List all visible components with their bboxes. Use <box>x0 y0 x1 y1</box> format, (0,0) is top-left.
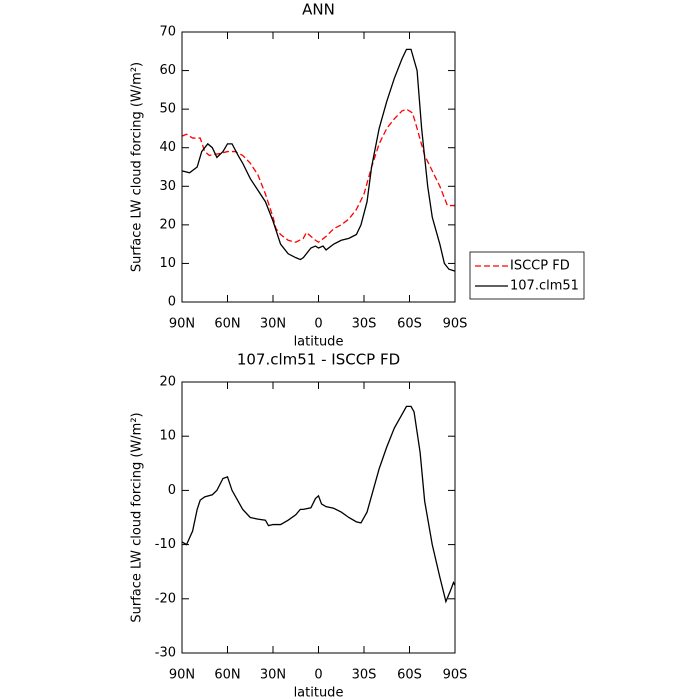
y-tick-label: 0 <box>168 483 176 498</box>
x-tick-label: 60S <box>397 668 422 683</box>
y-tick-label: 60 <box>159 63 176 78</box>
x-tick-label: 90N <box>169 317 195 332</box>
y-tick-label: 10 <box>159 256 176 271</box>
legend-box <box>469 251 585 300</box>
x-tick-label: 30N <box>260 668 286 683</box>
y-tick-label: -30 <box>155 646 176 661</box>
plot-frame <box>181 31 456 303</box>
y-tick-label: 30 <box>159 179 176 194</box>
x-tick-label: 30S <box>352 317 377 332</box>
x-tick-label: 30S <box>352 668 377 683</box>
x-axis-label: latitude <box>294 686 344 700</box>
y-tick-label: 20 <box>159 217 176 232</box>
chart-title: 107.clm51 - ISCCP FD <box>237 351 400 369</box>
y-tick-label: 10 <box>159 429 176 444</box>
y-tick-label: 70 <box>159 25 176 40</box>
x-tick-label: 90N <box>169 668 195 683</box>
x-tick-label: 0 <box>314 317 322 332</box>
data-line <box>181 48 456 272</box>
data-line <box>181 108 455 244</box>
y-tick-label: 40 <box>159 140 176 155</box>
x-tick-label: 0 <box>314 668 322 683</box>
x-tick-label: 90S <box>443 317 468 332</box>
legend-label: 107.clm51 <box>510 279 579 294</box>
y-tick-label: 50 <box>159 102 176 117</box>
plot-frame <box>181 381 456 654</box>
x-axis-label: latitude <box>294 335 344 350</box>
x-tick-label: 60N <box>214 317 240 332</box>
y-tick-label: -10 <box>155 537 176 552</box>
x-tick-label: 60N <box>214 668 240 683</box>
y-axis-label: Surface LW cloud forcing (W/m²) <box>130 412 145 622</box>
y-tick-label: -20 <box>155 591 176 606</box>
y-tick-label: 0 <box>168 295 176 310</box>
y-tick-label: 20 <box>159 375 176 390</box>
x-tick-label: 60S <box>397 317 422 332</box>
legend-label: ISCCP FD <box>510 259 570 274</box>
x-tick-label: 90S <box>443 668 468 683</box>
x-tick-label: 30N <box>260 317 286 332</box>
y-axis-label: Surface LW cloud forcing (W/m²) <box>130 62 145 272</box>
chart-title: ANN <box>302 1 335 19</box>
data-line <box>181 405 456 604</box>
